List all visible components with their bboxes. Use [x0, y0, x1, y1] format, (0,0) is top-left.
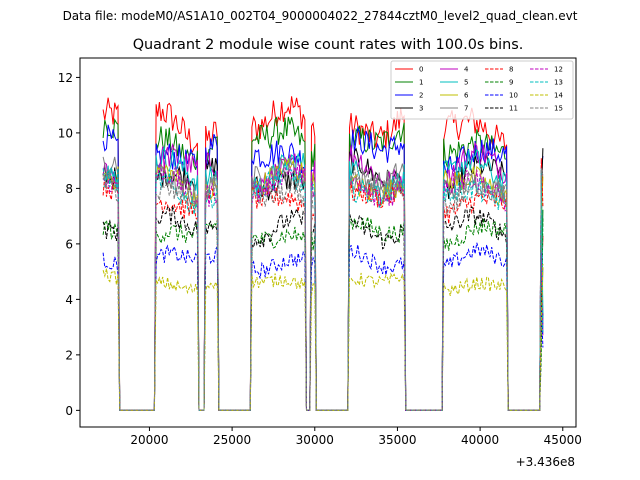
y-tick-label: 8	[65, 182, 73, 196]
legend-label-7: 7	[464, 105, 468, 113]
series-line-8	[102, 158, 544, 411]
x-tick-label: 25000	[213, 433, 251, 447]
legend-label-15: 15	[554, 105, 563, 113]
series-line-10	[102, 242, 544, 411]
series-layer	[102, 96, 544, 411]
x-tick-label: 45000	[544, 433, 582, 447]
series-line-13	[102, 161, 544, 411]
plot-frame	[79, 57, 577, 428]
series-line-9	[102, 216, 544, 411]
y-tick-label: 10	[58, 126, 73, 140]
legend-label-11: 11	[509, 105, 518, 113]
y-tick-label: 12	[58, 71, 73, 85]
legend-label-6: 6	[464, 92, 469, 100]
series-line-14	[102, 263, 544, 411]
legend-label-9: 9	[509, 79, 513, 87]
x-tick-label: 30000	[296, 433, 334, 447]
legend-label-4: 4	[464, 66, 469, 74]
y-tick-label: 2	[65, 348, 73, 362]
suptitle: Data file: modeM0/AS1A10_002T04_90000040…	[63, 9, 578, 23]
legend-label-13: 13	[554, 79, 563, 87]
legend-label-12: 12	[554, 66, 563, 74]
y-tick-label: 0	[65, 404, 73, 418]
legend-label-14: 14	[554, 92, 563, 100]
legend-box	[390, 60, 574, 120]
legend-label-2: 2	[419, 92, 423, 100]
x-tick-label: 40000	[461, 433, 499, 447]
legend-label-8: 8	[509, 66, 513, 74]
series-line-15	[102, 166, 544, 411]
legend-label-3: 3	[419, 105, 423, 113]
x-tick-label: 20000	[130, 433, 168, 447]
y-axis: 0 2 4 6 8 10 12	[58, 71, 80, 418]
legend-label-10: 10	[509, 92, 518, 100]
legend-label-5: 5	[464, 79, 468, 87]
y-tick-label: 6	[65, 237, 73, 251]
y-tick-label: 4	[65, 293, 73, 307]
legend-label-0: 0	[419, 66, 423, 74]
x-tick-label: 35000	[378, 433, 416, 447]
x-axis: 20000 25000 30000 35000 40000 45000	[130, 427, 582, 447]
legend-label-1: 1	[419, 79, 423, 87]
chart-title: Quadrant 2 module wise count rates with …	[133, 37, 524, 53]
x-offset-label: +3.436e8	[516, 455, 575, 469]
